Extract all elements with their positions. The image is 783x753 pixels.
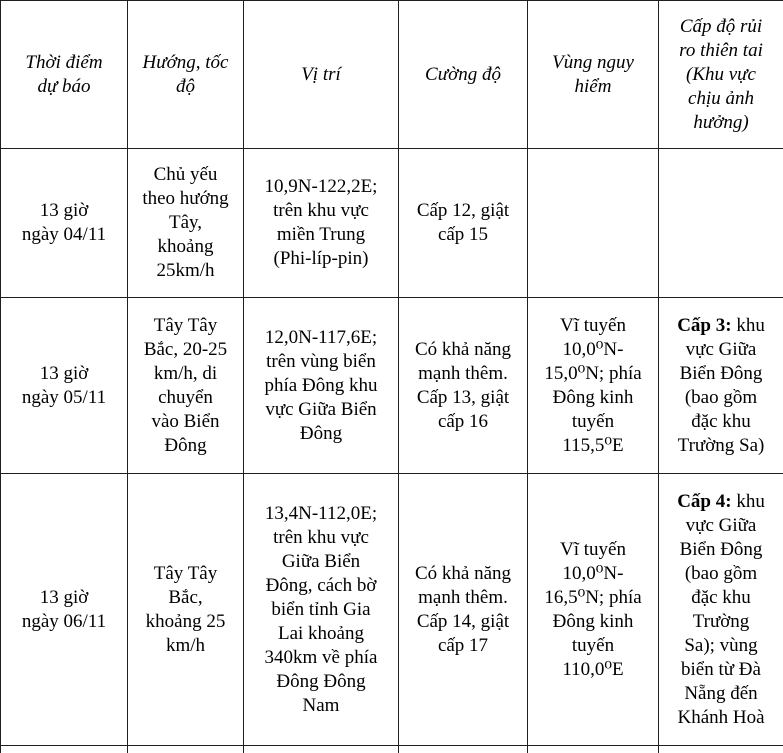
table-row-06-11: 13 giờ ngày 06/11 Tây Tây Bắc, khoảng 25…: [0, 473, 783, 746]
cell-empty: [527, 745, 659, 753]
cell-forecast-time: 13 giờ ngày 05/11: [0, 297, 128, 474]
cell-danger-zone: Vĩ tuyến 10,0⁰N- 16,5⁰N; phía Đông kinh …: [527, 473, 659, 746]
header-row: Thời điểm dự báo Hướng, tốc độ Vị trí Cư…: [0, 0, 783, 149]
cell-position: 12,0N-117,6E; trên vùng biển phía Đông k…: [243, 297, 399, 474]
cell-risk-level: [658, 148, 783, 298]
cell-risk-level: Cấp 3: khu vực Giữa Biển Đông (bao gồm đ…: [658, 297, 783, 474]
cell-intensity: Cấp 12, giật cấp 15: [398, 148, 528, 298]
cell-intensity: Có khả năng mạnh thêm. Cấp 13, giật cấp …: [398, 297, 528, 474]
risk-level-label: Cấp 3:: [677, 314, 732, 336]
cell-intensity: Có khả năng mạnh thêm. Cấp 14, giật cấp …: [398, 473, 528, 746]
cell-empty: [127, 745, 244, 753]
cell-risk-level: Cấp 4: khu vực Giữa Biển Đông (bao gồm đ…: [658, 473, 783, 746]
table-row-05-11: 13 giờ ngày 05/11 Tây Tây Bắc, 20-25 km/…: [0, 297, 783, 474]
header-position: Vị trí: [243, 0, 399, 149]
table-row-clipped: [0, 745, 783, 753]
header-direction-speed: Hướng, tốc độ: [127, 0, 244, 149]
header-danger-zone: Vùng nguy hiểm: [527, 0, 659, 149]
cell-position: 10,9N-122,2E; trên khu vực miền Trung (P…: [243, 148, 399, 298]
cell-forecast-time: 13 giờ ngày 04/11: [0, 148, 128, 298]
cell-danger-zone: [527, 148, 659, 298]
cell-empty: [398, 745, 528, 753]
risk-level-text: khu vực Giữa Biển Đông (bao gồm đặc khu …: [677, 314, 765, 456]
header-risk-level: Cấp độ rủi ro thiên tai (Khu vực chịu ản…: [658, 0, 783, 149]
cell-empty: [0, 745, 128, 753]
header-intensity: Cường độ: [398, 0, 528, 149]
cell-direction-speed: Tây Tây Bắc, 20-25 km/h, di chuyển vào B…: [127, 297, 244, 474]
risk-level-label: Cấp 4:: [677, 490, 732, 512]
cell-danger-zone: Vĩ tuyến 10,0⁰N- 15,0⁰N; phía Đông kinh …: [527, 297, 659, 474]
cell-forecast-time: 13 giờ ngày 06/11: [0, 473, 128, 746]
cell-position: 13,4N-112,0E; trên khu vực Giữa Biển Đôn…: [243, 473, 399, 746]
cell-empty: [243, 745, 399, 753]
table-row-04-11: 13 giờ ngày 04/11 Chủ yếu theo hướng Tây…: [0, 148, 783, 298]
risk-level-text: khu vực Giữa Biển Đông (bao gồm đặc khu …: [677, 490, 765, 728]
cell-direction-speed: Tây Tây Bắc, khoảng 25 km/h: [127, 473, 244, 746]
cell-direction-speed: Chủ yếu theo hướng Tây, khoảng 25km/h: [127, 148, 244, 298]
header-forecast-time: Thời điểm dự báo: [0, 0, 128, 149]
cell-empty: [658, 745, 783, 753]
